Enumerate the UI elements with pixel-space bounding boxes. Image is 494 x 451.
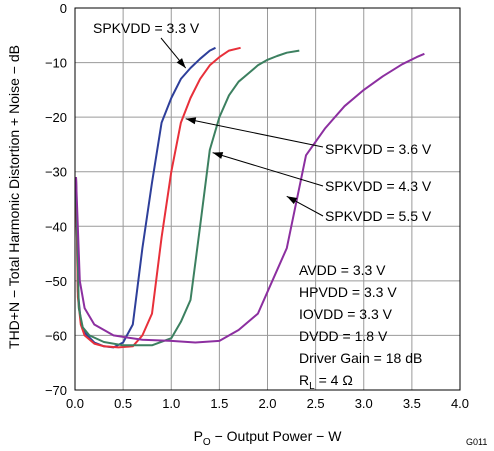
y-tick-label: −10 bbox=[45, 56, 67, 71]
series-annotations: SPKVDD = 3.3 V SPKVDD = 3.6 V SPKVDD = 4.3… bbox=[93, 20, 432, 224]
annotation-leader bbox=[212, 152, 324, 187]
y-axis-label: THD+N − Total Harmonic Distortion + Nois… bbox=[6, 45, 22, 349]
annotation-label: SPKVDD = 3.3 V bbox=[93, 20, 200, 36]
x-tick-labels: 0.0 0.5 1.0 1.5 2.0 2.5 3.0 3.5 4.0 bbox=[66, 396, 469, 411]
series-line-3 bbox=[75, 49, 300, 347]
figure-id: G011 bbox=[466, 437, 487, 447]
x-tick-label: 2.0 bbox=[258, 396, 276, 411]
series-line-1 bbox=[75, 46, 216, 349]
annotation-label: SPKVDD = 5.5 V bbox=[325, 208, 432, 224]
y-tick-label: −50 bbox=[45, 274, 67, 289]
x-tick-label: 1.0 bbox=[162, 396, 180, 411]
annotation-arrowhead bbox=[185, 117, 197, 125]
annotation-label: SPKVDD = 4.3 V bbox=[325, 178, 432, 194]
annotation-leader bbox=[185, 118, 324, 148]
x-axis-label-main: P bbox=[194, 428, 203, 444]
condition-avdd: AVDD = 3.3 V bbox=[299, 262, 386, 278]
x-tick-label: 0.0 bbox=[66, 396, 84, 411]
condition-load-main: R bbox=[299, 372, 309, 388]
x-tick-label: 3.0 bbox=[355, 396, 373, 411]
x-tick-label: 0.5 bbox=[114, 396, 132, 411]
series-line-2 bbox=[75, 46, 241, 349]
annotation-arrowhead bbox=[176, 58, 186, 69]
plot-frame bbox=[74, 7, 461, 391]
condition-load-subscript: L bbox=[309, 381, 315, 392]
condition-dvdd: DVDD = 1.8 V bbox=[299, 328, 388, 344]
annotation-arrowhead bbox=[286, 196, 298, 205]
x-tick-label: 4.0 bbox=[451, 396, 469, 411]
test-conditions: AVDD = 3.3 V HPVDD = 3.3 V IOVDD = 3.3 V… bbox=[299, 262, 422, 392]
x-axis-label-subscript: O bbox=[203, 437, 211, 448]
x-tick-label: 1.5 bbox=[210, 396, 228, 411]
x-axis-label: PO − Output Power − W bbox=[194, 428, 343, 448]
series-line-4 bbox=[75, 52, 425, 344]
y-tick-label: −20 bbox=[45, 110, 67, 125]
x-axis-label-rest: − Output Power − W bbox=[211, 428, 343, 444]
y-tick-labels: 0 −10 −20 −30 −40 −50 −60 −70 bbox=[45, 1, 67, 398]
y-tick-label: −70 bbox=[45, 383, 67, 398]
condition-driver-gain: Driver Gain = 18 dB bbox=[299, 350, 422, 366]
y-tick-label: −40 bbox=[45, 219, 67, 234]
data-series bbox=[75, 46, 425, 349]
condition-hpvdd: HPVDD = 3.3 V bbox=[299, 284, 397, 300]
y-tick-label: −60 bbox=[45, 328, 67, 343]
condition-load-rest: = 4 Ω bbox=[315, 372, 353, 388]
y-tick-label: 0 bbox=[60, 1, 67, 16]
x-tick-label: 2.5 bbox=[307, 396, 325, 411]
y-tick-label: −30 bbox=[45, 165, 67, 180]
condition-iovdd: IOVDD = 3.3 V bbox=[299, 306, 393, 322]
condition-load: RL = 4 Ω bbox=[299, 372, 353, 392]
x-tick-label: 3.5 bbox=[403, 396, 421, 411]
annotation-arrowhead bbox=[212, 152, 224, 159]
annotation-label: SPKVDD = 3.6 V bbox=[325, 141, 432, 157]
